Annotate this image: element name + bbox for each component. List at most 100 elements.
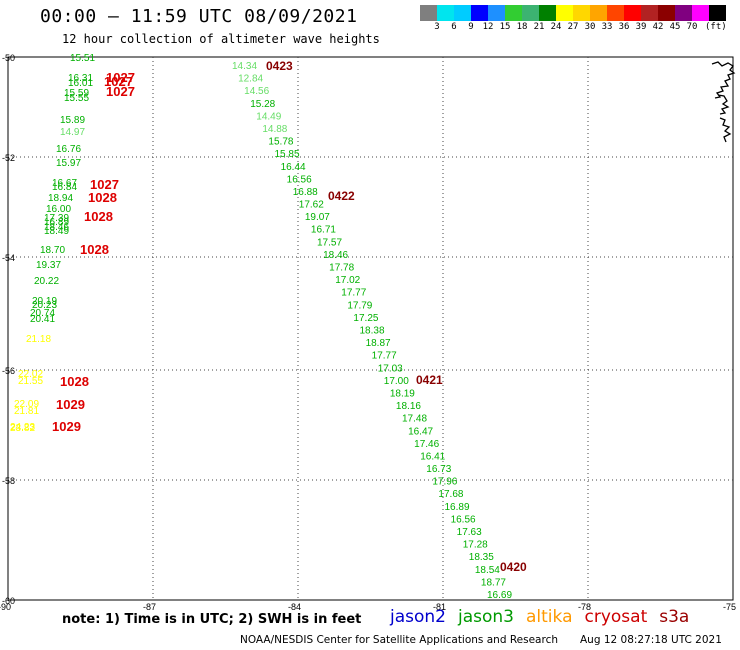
wave-height-label: 21.18 — [26, 334, 51, 345]
wave-height-label: 12.84 — [238, 74, 263, 85]
colorbar-swatch — [573, 5, 590, 21]
lon-label: -78 — [578, 602, 591, 612]
lon-label: -87 — [143, 602, 156, 612]
map-subtitle: 12 hour collection of altimeter wave hei… — [62, 32, 380, 46]
wave-height-label: 17.68 — [438, 489, 463, 500]
wave-height-label: 20.19 — [32, 296, 57, 307]
wave-height-label: 18.94 — [48, 193, 73, 204]
colorbar-tick: 12 — [482, 22, 494, 32]
colorbar-swatch — [709, 5, 726, 21]
wave-height-label: 20.22 — [34, 276, 59, 287]
credit-text: NOAA/NESDIS Center for Satellite Applica… — [240, 634, 558, 646]
wave-height-label: 16.00 — [46, 204, 71, 215]
wave-height-label: 17.39 — [44, 213, 69, 224]
wave-height-label: 18.87 — [366, 338, 391, 349]
lat-label: -58 — [2, 476, 15, 486]
wave-height-label: 18.54 — [475, 565, 500, 576]
wave-height-label: 16.73 — [426, 464, 451, 475]
wave-height-label: 19.37 — [36, 260, 61, 271]
colorbar-swatch — [471, 5, 488, 21]
wave-height-label: 16.56 — [451, 514, 476, 525]
wave-height-label: 15.89 — [60, 115, 85, 126]
wave-height-label: 17.77 — [341, 288, 366, 299]
legend-jason3: jason3 — [458, 607, 514, 627]
pass-time-label: 1027 — [106, 70, 135, 85]
wave-height-label: 18.35 — [469, 552, 494, 563]
colorbar-swatch — [539, 5, 556, 21]
colorbar-swatch — [505, 5, 522, 21]
colorbar-tick: 27 — [567, 22, 579, 32]
colorbar-swatch — [658, 5, 675, 21]
wave-height-label: 14.88 — [262, 124, 287, 135]
wave-height-label: 16.88 — [293, 187, 318, 198]
wave-height-label: 17.28 — [463, 540, 488, 551]
wave-height-label: 17.57 — [317, 237, 342, 248]
colorbar-tick: 3 — [434, 22, 440, 32]
colorbar-tick: 15 — [499, 22, 511, 32]
wave-height-label: 15.55 — [64, 93, 89, 104]
wave-height-label: 17.79 — [347, 300, 372, 311]
wave-height-label: 16.71 — [311, 225, 336, 236]
pass-time-label: 1028 — [60, 374, 89, 389]
lon-label: -84 — [288, 602, 301, 612]
colorbar-swatch — [488, 5, 505, 21]
wave-height-label: 19.07 — [305, 212, 330, 223]
colorbar-tick: 24 — [550, 22, 562, 32]
map-header: 00:00 – 11:59 UTC 08/09/2021 12 hour col… — [0, 0, 740, 55]
colorbar-swatch — [420, 5, 437, 21]
wave-height-label: 17.78 — [329, 263, 354, 274]
legend-altika: altika — [526, 607, 573, 627]
footer-note: note: 1) Time is in UTC; 2) SWH is in fe… — [62, 612, 362, 627]
pass-time-label: 1028 — [80, 242, 109, 257]
wave-height-label: 22.09 — [14, 399, 39, 410]
wave-height-label: 17.77 — [372, 351, 397, 362]
pass-time-label: 1027 — [104, 74, 133, 89]
wave-height-label: 18.70 — [40, 245, 65, 256]
legend-s3a: s3a — [659, 607, 690, 627]
colorbar-tick: 21 — [533, 22, 545, 32]
lat-label: -50 — [2, 53, 15, 63]
colorbar-swatch — [692, 5, 709, 21]
pass-time-label: 0422 — [328, 189, 355, 203]
wave-height-label: 18.38 — [360, 326, 385, 337]
colorbar-swatch — [522, 5, 539, 21]
pass-time-label: 0420 — [500, 560, 527, 574]
colorbar-tick: 36 — [618, 22, 630, 32]
colorbar-tick: 42 — [652, 22, 664, 32]
wave-height-label: 14.34 — [232, 61, 257, 72]
generation-timestamp: Aug 12 08:27:18 UTC 2021 — [580, 634, 722, 646]
wave-height-label: 24.23 — [10, 422, 35, 433]
colorbar-tick: 30 — [584, 22, 596, 32]
lon-label: -81 — [433, 602, 446, 612]
legend-jason2: jason2 — [390, 607, 446, 627]
colorbar-tick: 45 — [669, 22, 681, 32]
wave-height-label: 14.97 — [60, 127, 85, 138]
wave-height-label: 17.62 — [299, 200, 324, 211]
wave-height-label: 14.56 — [244, 86, 269, 97]
wave-height-label: 18.46 — [323, 250, 348, 261]
wave-height-label: 18.19 — [390, 388, 415, 399]
wave-height-label: 17.46 — [414, 439, 439, 450]
colorbar-swatch — [641, 5, 658, 21]
wave-height-label: 16.01 — [68, 78, 93, 89]
colorbar-tick: 39 — [635, 22, 647, 32]
wave-height-label: 23.82 — [10, 423, 35, 434]
pass-time-label: 1029 — [52, 419, 81, 434]
colorbar-tick: 18 — [516, 22, 528, 32]
wave-height-label: 20.74 — [30, 308, 55, 319]
wave-height-label: 15.59 — [64, 88, 89, 99]
lon-label: -75 — [723, 602, 736, 612]
pass-time-label: 1029 — [56, 397, 85, 412]
colorbar-tick: 33 — [601, 22, 613, 32]
wave-height-label: 17.25 — [353, 313, 378, 324]
lon-label: -90 — [0, 602, 11, 612]
wave-height-label: 16.84 — [52, 182, 77, 193]
lat-label: -52 — [2, 153, 15, 163]
pass-time-label: 1027 — [90, 177, 119, 192]
colorbar-swatch — [556, 5, 573, 21]
colorbar-swatch — [607, 5, 624, 21]
wave-height-label: 16.44 — [281, 162, 306, 173]
wave-height-label: 16.76 — [56, 144, 81, 155]
wave-height-label: 16.89 — [445, 502, 470, 513]
